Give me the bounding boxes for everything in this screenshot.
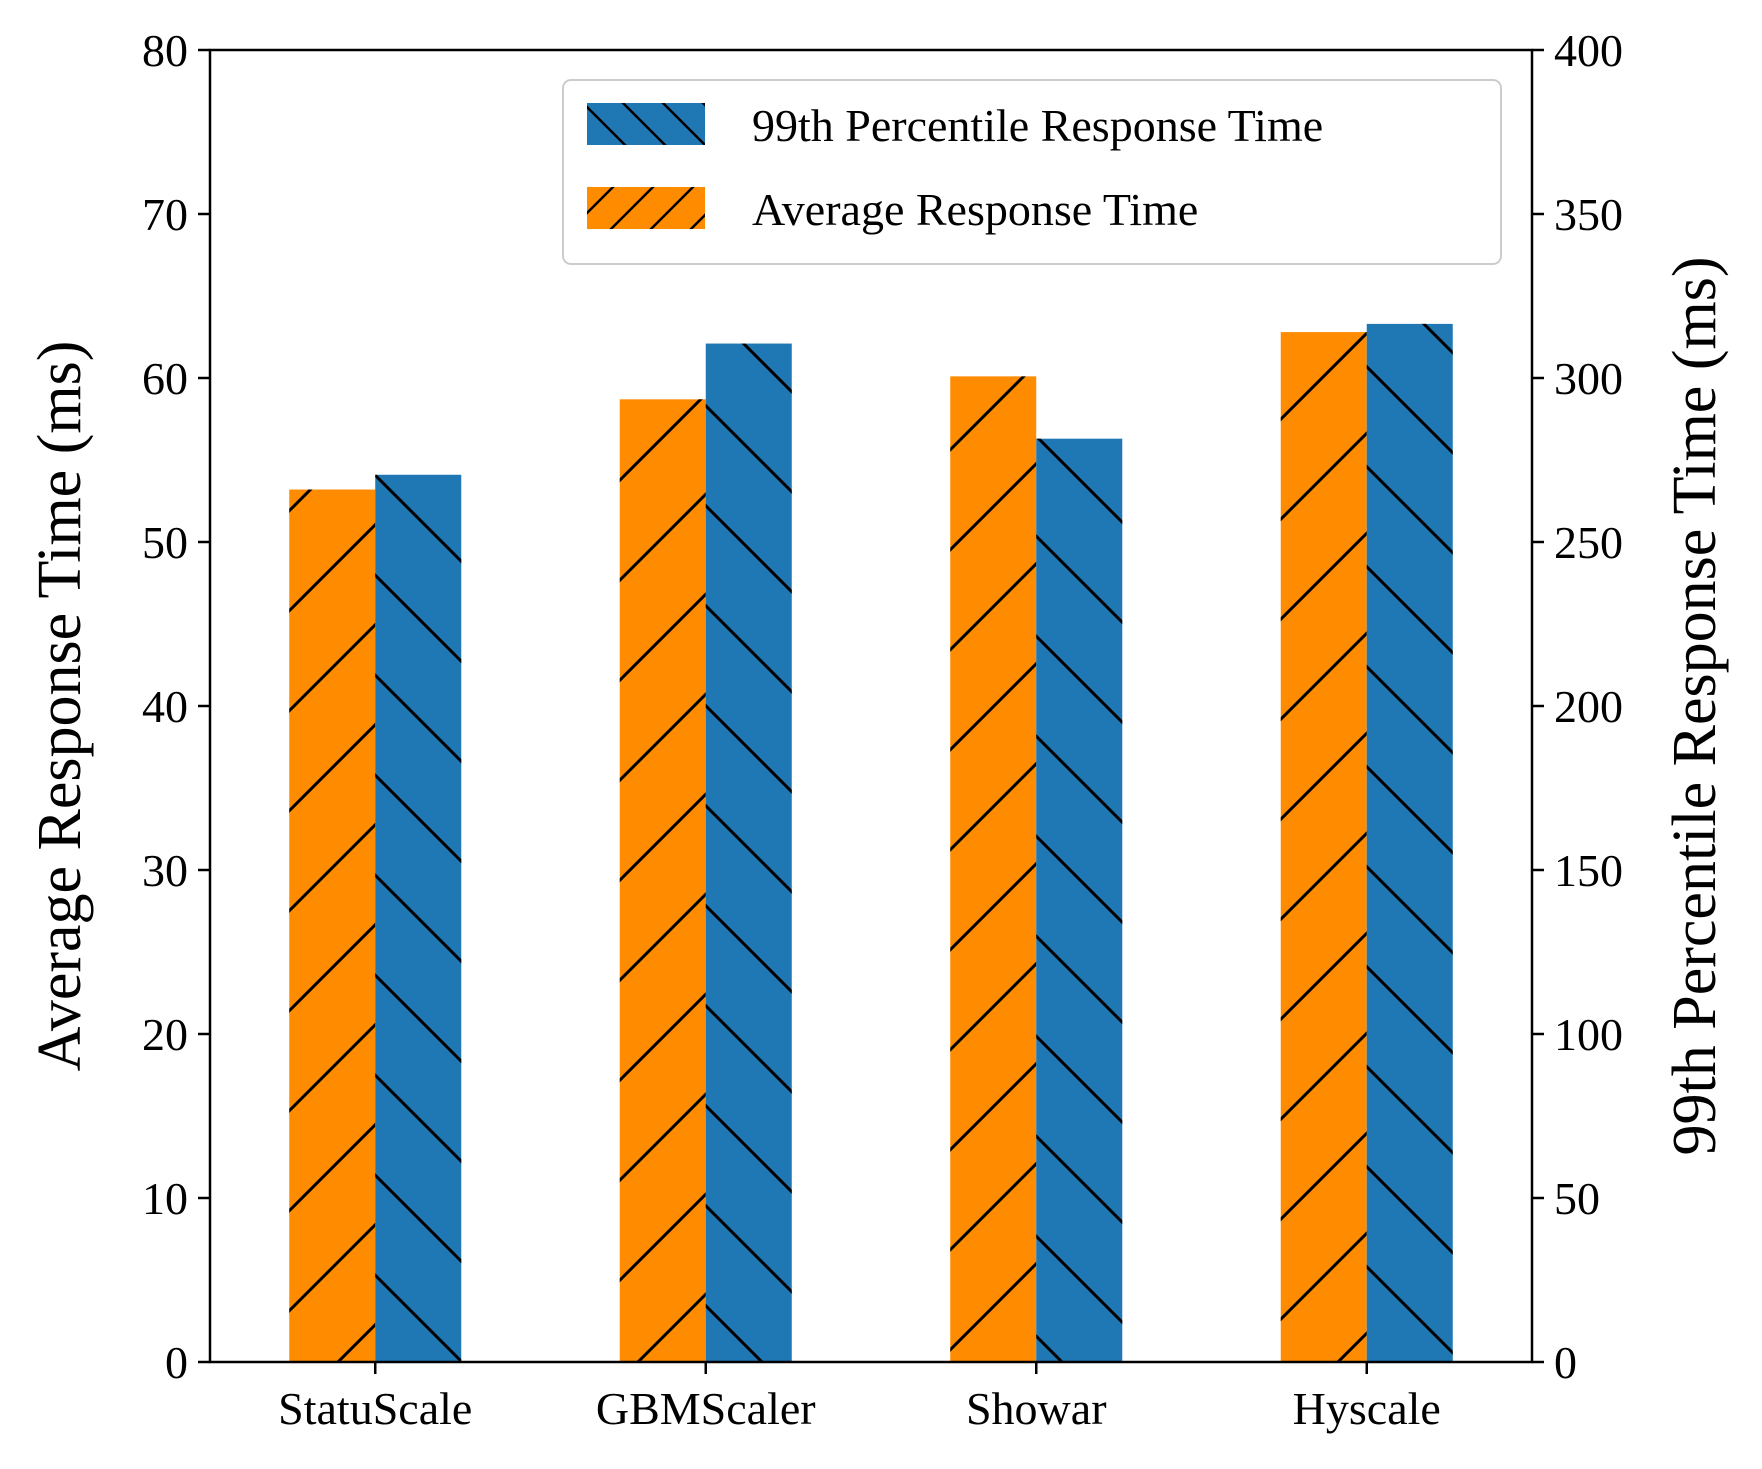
left-tick-label: 20 <box>142 1009 188 1060</box>
right-axis-title: 99th Percentile Response Time (ms) <box>1661 257 1729 1156</box>
bars <box>289 323 1453 1363</box>
x-tick-label-showar: Showar <box>966 1383 1107 1434</box>
bar-gbmscaler-average-response-time-hatch <box>619 399 706 1362</box>
left-tick-label: 70 <box>142 189 188 240</box>
legend: 99th Percentile Response Time Average Re… <box>562 79 1502 265</box>
right-tick-label: 100 <box>1554 1009 1623 1060</box>
right-tick-label: 0 <box>1554 1337 1577 1388</box>
right-tick-label: 200 <box>1554 681 1623 732</box>
x-axis-ticks: StatuScale GBMScaler Showar Hyscale <box>278 1362 1441 1434</box>
bar-hyscale-99th-percentile-response-time-hatch <box>1366 323 1453 1362</box>
bar-statuscale-average-response-time-hatch <box>289 489 376 1362</box>
right-tick-label: 250 <box>1554 517 1623 568</box>
right-tick-label: 150 <box>1554 845 1623 896</box>
bar-gbmscaler-99th-percentile-response-time-hatch <box>705 343 792 1362</box>
left-axis-ticks: 0 10 20 30 40 50 60 70 80 <box>142 25 210 1388</box>
left-tick-label: 50 <box>142 517 188 568</box>
left-tick-label: 80 <box>142 25 188 76</box>
legend-swatch-p99-hatch <box>587 103 705 145</box>
left-tick-label: 30 <box>142 845 188 896</box>
x-tick-label-statuscale: StatuScale <box>278 1383 472 1434</box>
bar-showar-99th-percentile-response-time-hatch <box>1036 438 1123 1362</box>
right-tick-label: 300 <box>1554 353 1623 404</box>
bar-showar-average-response-time-hatch <box>950 376 1037 1362</box>
legend-label-avg: Average Response Time <box>752 184 1198 235</box>
bar-statuscale-99th-percentile-response-time-hatch <box>375 474 462 1362</box>
legend-swatch-avg-hatch <box>587 187 705 229</box>
right-axis-ticks: 0 50 100 150 200 250 300 350 400 <box>1532 25 1623 1388</box>
right-tick-label: 400 <box>1554 25 1623 76</box>
x-tick-label-gbmscaler: GBMScaler <box>596 1383 816 1434</box>
left-tick-label: 60 <box>142 353 188 404</box>
left-tick-label: 0 <box>165 1337 188 1388</box>
bar-hyscale-average-response-time-hatch <box>1280 332 1367 1363</box>
left-tick-label: 40 <box>142 681 188 732</box>
plot-frame <box>208 48 1534 1364</box>
right-tick-label: 50 <box>1554 1173 1600 1224</box>
legend-box <box>562 79 1502 265</box>
left-axis-title: Average Response Time (ms) <box>26 341 94 1072</box>
left-tick-label: 10 <box>142 1173 188 1224</box>
right-tick-label: 350 <box>1554 189 1623 240</box>
x-tick-label-hyscale: Hyscale <box>1293 1383 1441 1434</box>
legend-label-p99: 99th Percentile Response Time <box>752 100 1323 151</box>
